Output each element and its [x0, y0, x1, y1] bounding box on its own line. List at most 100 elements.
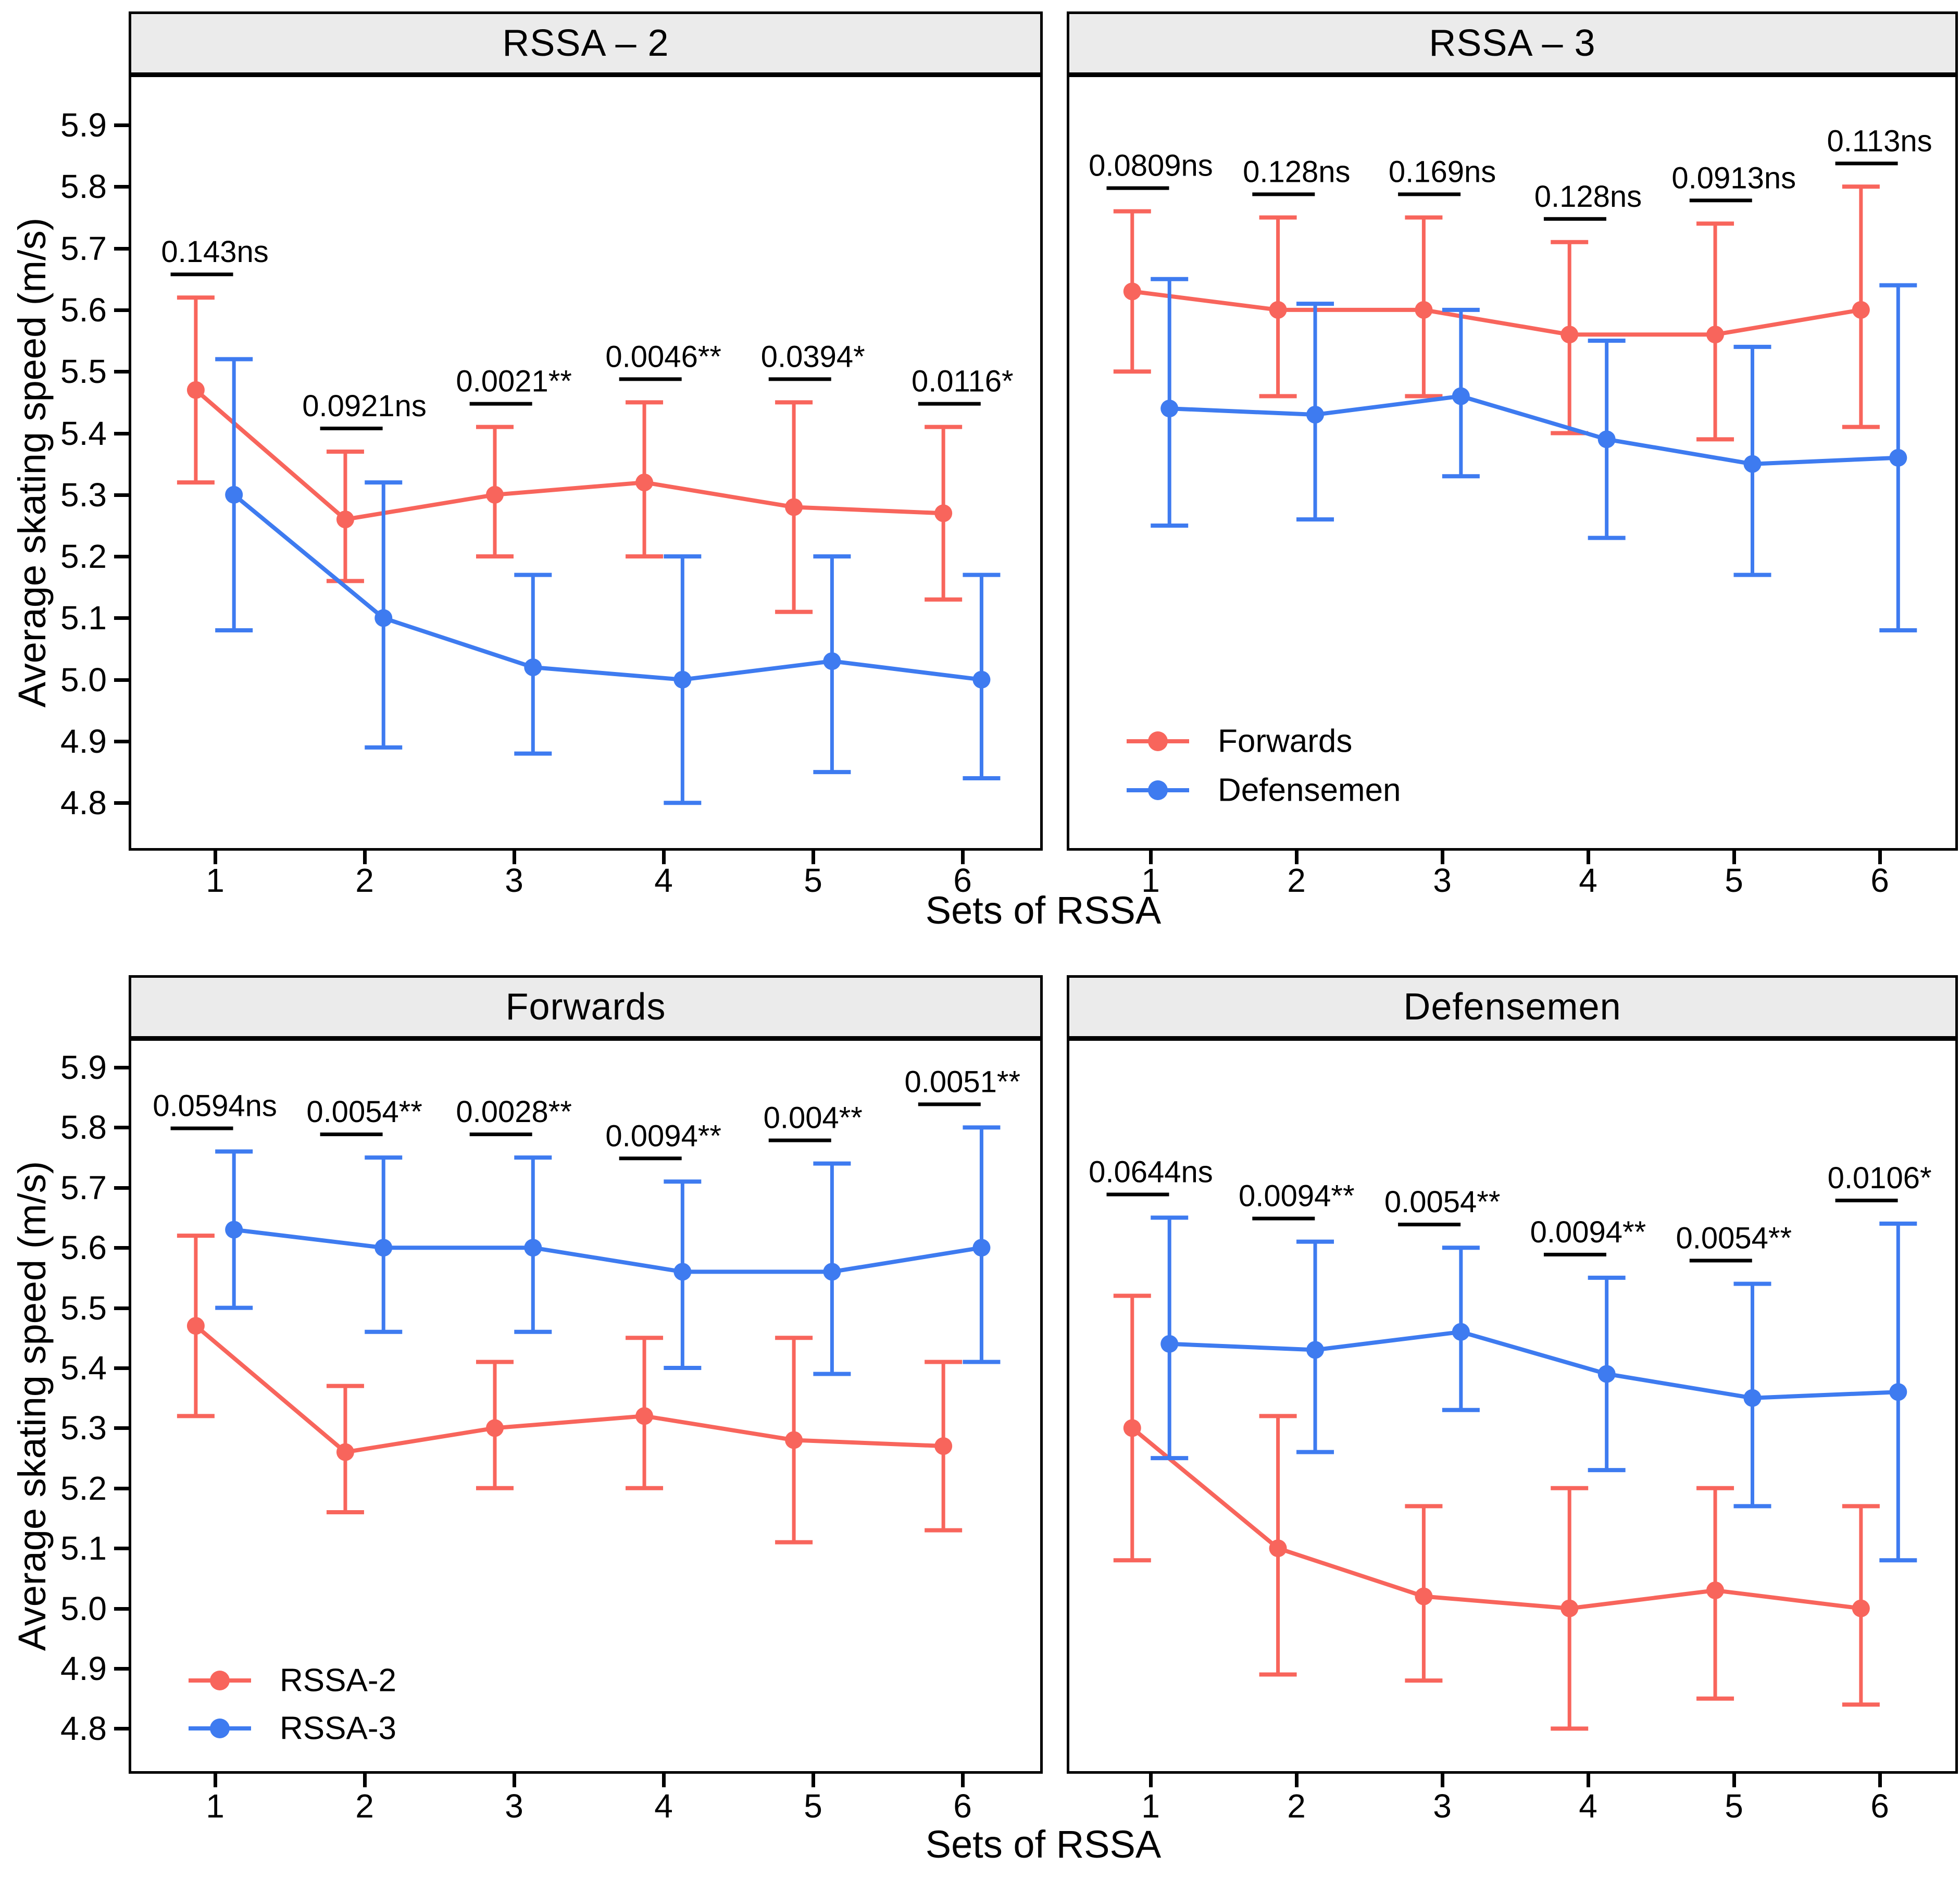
- annotation-underline: [1106, 186, 1169, 190]
- data-point-Forwards: [1123, 282, 1141, 301]
- y-axis-tick-label: 5.1: [60, 599, 107, 637]
- data-point-Defensemen: [1306, 406, 1325, 424]
- x-axis-tick-label: 1: [206, 1787, 224, 1825]
- y-axis-tick-label: 5.5: [60, 1289, 107, 1327]
- data-point-Defensemen: [1889, 449, 1907, 467]
- data-point-RSSA-2: [486, 1419, 504, 1437]
- y-axis-tick-mark: [114, 1186, 129, 1190]
- x-axis-tick-mark: [961, 851, 965, 864]
- x-axis-tick-label: 1: [206, 862, 224, 899]
- y-axis-tick-mark: [114, 185, 129, 189]
- x-axis-tick-mark: [363, 851, 367, 864]
- x-axis-tick-mark: [662, 1774, 666, 1787]
- y-axis-tick-label: 5.7: [60, 1169, 107, 1206]
- y-axis-tick-mark: [114, 308, 129, 312]
- data-point-RSSA-3: [1743, 1389, 1762, 1407]
- legend-key-dot-RSSA-2: [210, 1671, 230, 1690]
- annotation-underline: [1106, 1192, 1169, 1197]
- y-axis-tick-mark: [114, 123, 129, 127]
- panel-header-forwards: Forwards: [131, 978, 1040, 1041]
- y-axis-tick-mark: [114, 555, 129, 558]
- annotation-underline: [1835, 1199, 1898, 1203]
- data-point-Forwards: [1852, 301, 1870, 319]
- x-axis-tick-label: 4: [654, 1787, 673, 1825]
- legend-key-dot-RSSA-3: [210, 1719, 230, 1738]
- series-line-RSSA-2: [1131, 1426, 1862, 1611]
- annotation-underline: [1543, 1252, 1606, 1256]
- x-axis-tick-mark: [812, 1774, 815, 1787]
- annotation-pvalue: 0.0594ns: [153, 1089, 277, 1123]
- panel-rssa-2: RSSA – 2 0.143ns 0.0921ns 0.0021** 0.0046**…: [129, 11, 1043, 851]
- annotation-pvalue: 0.0028**: [456, 1095, 572, 1129]
- y-axis-tick-mark: [114, 1366, 129, 1370]
- annotation-pvalue: 0.128ns: [1243, 155, 1350, 189]
- y-axis-tick-label: 5.2: [60, 1470, 107, 1507]
- y-axis-tick-mark: [114, 370, 129, 373]
- data-point-RSSA-2: [785, 1431, 803, 1449]
- panel-forwards: Forwards 0.0594ns 0.0054** 0.0028** 0.0094*…: [129, 975, 1043, 1774]
- data-point-Defensemen: [225, 485, 243, 504]
- panel-header-rssa-2: RSSA – 2: [131, 14, 1040, 77]
- series-line-RSSA-2: [194, 1324, 944, 1454]
- x-axis-tick-label: 2: [1287, 1787, 1306, 1825]
- annotation-pvalue: 0.0116*: [912, 365, 1014, 399]
- x-axis-tick-label: 2: [355, 1787, 374, 1825]
- x-axis-tick-mark: [513, 851, 516, 864]
- annotation-pvalue: 0.0054**: [306, 1095, 422, 1129]
- annotation-underline: [1398, 192, 1461, 196]
- data-point-Forwards: [1706, 326, 1725, 344]
- y-axis-tick-mark: [114, 247, 129, 251]
- annotation-pvalue: 0.113ns: [1827, 124, 1932, 158]
- x-axis-title-top: Sets of RSSA: [925, 889, 1162, 932]
- x-axis-tick-label: 6: [1870, 862, 1889, 899]
- panel-rssa-3: RSSA – 3 0.0809ns 0.128ns 0.169ns 0.128ns 0.…: [1067, 11, 1958, 851]
- series-line-Defensemen: [1169, 394, 1899, 466]
- x-axis-tick-label: 6: [953, 1787, 972, 1825]
- y-axis-tick-mark: [114, 493, 129, 497]
- y-axis-tick-label: 5.4: [60, 415, 107, 452]
- annotation-underline: [1689, 1259, 1752, 1263]
- annotation-pvalue: 0.0094**: [605, 1119, 721, 1153]
- x-axis-tick-label: 4: [1579, 862, 1597, 899]
- annotation-pvalue: 0.0394*: [761, 340, 865, 373]
- y-axis-tick-label: 5.5: [60, 353, 107, 390]
- x-axis-tick-mark: [662, 851, 666, 864]
- y-axis-tick-mark: [114, 1066, 129, 1069]
- y-axis-tick-mark: [114, 740, 129, 743]
- y-axis-tick-mark: [114, 1126, 129, 1129]
- y-axis-tick-mark: [114, 1487, 129, 1490]
- x-axis-tick-label: 6: [1870, 1787, 1889, 1825]
- series-line-Forwards: [194, 388, 944, 522]
- y-axis-tick-label: 5.8: [60, 168, 107, 205]
- legend-key-dot-Forwards: [1148, 731, 1168, 751]
- x-axis-tick-label: 1: [1141, 862, 1160, 899]
- y-axis-tick-mark: [114, 1727, 129, 1730]
- annotation-underline: [918, 402, 981, 406]
- data-point-RSSA-2: [1560, 1599, 1579, 1617]
- panel-defensemen: Defensemen 0.0644ns 0.0094** 0.0054** 0.009…: [1067, 975, 1958, 1774]
- data-point-RSSA-3: [1306, 1341, 1325, 1359]
- annotation-pvalue: 0.0106*: [1828, 1161, 1932, 1195]
- data-point-RSSA-2: [1269, 1539, 1287, 1558]
- data-point-Defensemen: [374, 609, 393, 627]
- x-axis-tick-mark: [363, 1774, 367, 1787]
- annotation-underline: [768, 1138, 831, 1142]
- data-point-RSSA-3: [673, 1263, 692, 1281]
- x-axis-tick-mark: [1441, 1774, 1444, 1787]
- y-axis-tick-label: 4.9: [60, 723, 107, 760]
- panel-title-rssa-3: RSSA – 3: [1429, 22, 1596, 64]
- data-point-RSSA-3: [972, 1239, 991, 1257]
- y-axis-tick-label: 5.1: [60, 1529, 107, 1567]
- data-point-RSSA-3: [524, 1239, 542, 1257]
- data-point-Defensemen: [1743, 455, 1762, 473]
- data-point-Defensemen: [1160, 400, 1179, 418]
- data-point-RSSA-3: [1889, 1383, 1907, 1401]
- x-axis-tick-label: 4: [1579, 1787, 1597, 1825]
- annotation-underline: [170, 1126, 233, 1130]
- annotation-underline: [1689, 198, 1752, 203]
- y-axis-tick-label: 5.2: [60, 538, 107, 575]
- annotation-underline: [1252, 192, 1315, 196]
- y-axis-tick-label: 5.8: [60, 1109, 107, 1146]
- plot-area-forwards: 0.0594ns 0.0054** 0.0028** 0.0094** 0.004** 0…: [153, 1065, 1020, 1746]
- x-axis-tick-label: 5: [1725, 1787, 1743, 1825]
